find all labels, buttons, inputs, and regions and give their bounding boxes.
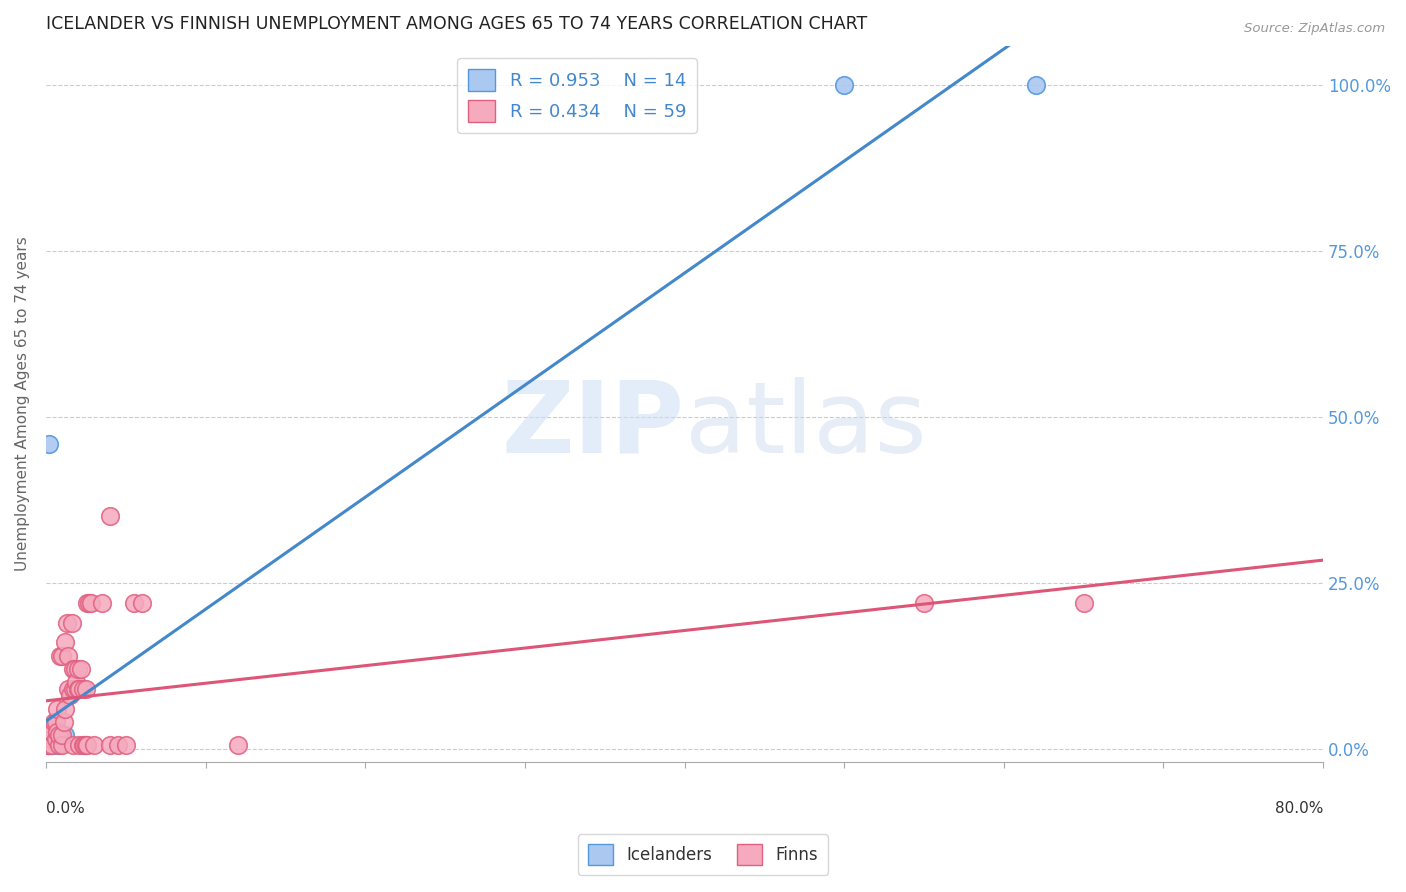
Point (69, 738, 91, 752)
Text: Source: ZipAtlas.com: Source: ZipAtlas.com (1244, 22, 1385, 36)
Legend: R = 0.953    N = 14, R = 0.434    N = 59: R = 0.953 N = 14, R = 0.434 N = 59 (457, 58, 697, 133)
Point (37, 725, 59, 739)
Point (41, 738, 63, 752)
Point (69, 681, 91, 696)
Point (66, 681, 89, 696)
Text: 0.0%: 0.0% (46, 801, 84, 816)
Point (38, 436, 60, 450)
Point (45, 731, 67, 746)
Legend: Icelanders, Finns: Icelanders, Finns (578, 834, 828, 875)
Point (51, 731, 73, 746)
Point (79, 596, 101, 610)
Point (37, 738, 59, 752)
Point (35, 735, 58, 749)
Point (122, 596, 145, 610)
Point (63, 681, 86, 696)
Point (38, 728, 60, 742)
Point (46, 702, 69, 716)
Point (62, 738, 84, 752)
Point (39, 731, 62, 746)
Point (1073, 596, 1095, 610)
Point (46, 738, 69, 752)
Point (37, 738, 59, 752)
Point (51, 738, 73, 752)
Point (65, 675, 87, 690)
Point (55, 615, 77, 630)
Point (45, 714, 67, 729)
Point (51, 728, 73, 742)
Point (114, 738, 136, 752)
Text: ICELANDER VS FINNISH UNEMPLOYMENT AMONG AGES 65 TO 74 YEARS CORRELATION CHART: ICELANDER VS FINNISH UNEMPLOYMENT AMONG … (46, 15, 868, 33)
Y-axis label: Unemployment Among Ages 65 to 74 years: Unemployment Among Ages 65 to 74 years (15, 236, 30, 571)
Point (58, 648, 80, 663)
Point (49, 648, 72, 663)
Point (73, 738, 96, 752)
Point (75, 681, 97, 696)
Point (76, 738, 98, 752)
Point (39, 733, 62, 747)
Text: 80.0%: 80.0% (1275, 801, 1323, 816)
Point (72, 738, 94, 752)
Point (38, 736, 60, 750)
Point (72, 681, 94, 696)
Point (46, 725, 69, 739)
Point (83, 738, 105, 752)
Point (35, 738, 58, 752)
Point (53, 702, 76, 716)
Point (131, 596, 153, 610)
Point (1025, 78, 1047, 93)
Point (98, 509, 121, 524)
Text: ZIP: ZIP (502, 376, 685, 474)
Point (53, 635, 76, 649)
Point (107, 738, 129, 752)
Point (59, 689, 82, 703)
Point (76, 596, 98, 610)
Point (98, 738, 121, 752)
Point (41, 725, 63, 739)
Point (42, 735, 65, 749)
Point (41, 738, 63, 752)
Point (62, 662, 84, 676)
Point (48, 728, 70, 742)
Point (77, 596, 100, 610)
Point (48, 728, 70, 742)
Point (70, 662, 93, 676)
Point (48, 738, 70, 752)
Point (912, 596, 935, 610)
Point (90, 596, 112, 610)
Point (63, 662, 86, 676)
Point (45, 731, 67, 746)
Point (66, 662, 89, 676)
Point (53, 728, 76, 742)
Point (75, 738, 97, 752)
Text: atlas: atlas (685, 376, 927, 474)
Point (60, 615, 83, 630)
Point (832, 78, 855, 93)
Point (62, 681, 84, 696)
Point (226, 738, 249, 752)
Point (49, 735, 72, 749)
Point (52, 714, 75, 729)
Point (58, 681, 80, 696)
Point (51, 648, 73, 663)
Point (38, 738, 60, 752)
Point (42, 714, 65, 729)
